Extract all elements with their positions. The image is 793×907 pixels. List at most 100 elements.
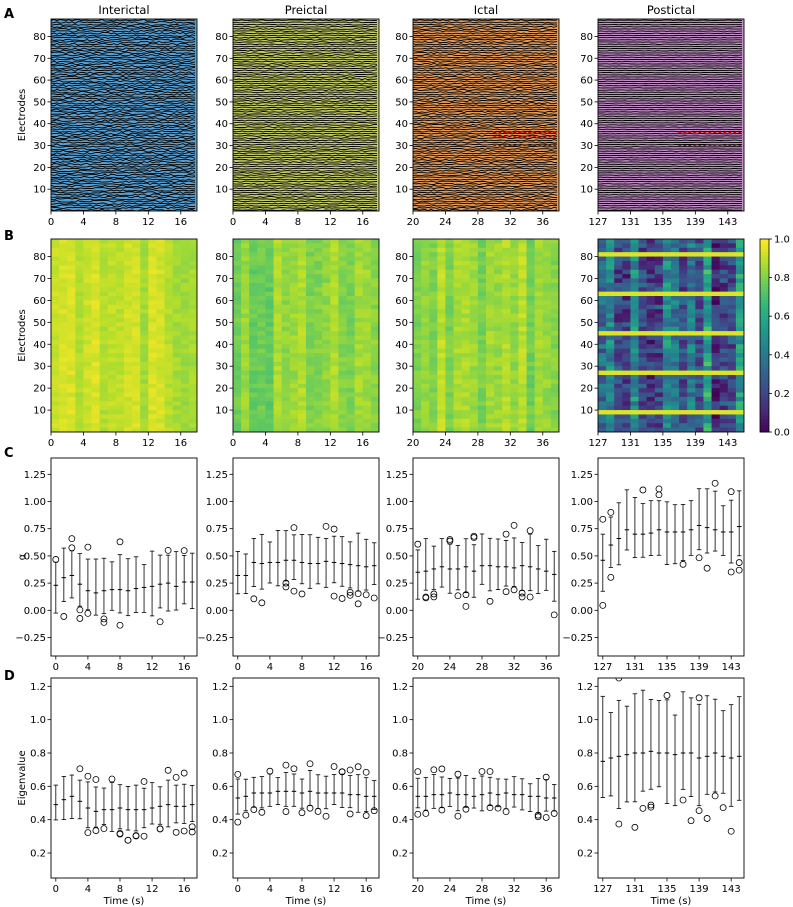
heat-cell — [630, 379, 639, 385]
heat-cell — [59, 247, 68, 253]
heat-cell — [654, 313, 664, 319]
box-outlier — [282, 583, 290, 591]
heat-cell — [429, 247, 438, 253]
heat-cell — [362, 396, 372, 402]
box-15 — [534, 778, 542, 821]
heat-cell — [437, 265, 446, 271]
heat-cell — [314, 423, 323, 429]
heat-cell — [711, 296, 721, 301]
heat-cell — [59, 287, 68, 293]
heat-cell — [614, 287, 623, 293]
heat-cell — [727, 339, 737, 345]
heat-cell — [370, 247, 379, 253]
heat-cell — [265, 243, 274, 249]
heat-cell — [124, 374, 133, 380]
heat-cell — [469, 410, 479, 415]
trace-64 — [413, 71, 558, 74]
y-tick-label: 0.75 — [386, 524, 408, 535]
heat-cell — [510, 370, 519, 376]
heat-cell — [719, 361, 729, 367]
heat-cell — [156, 414, 165, 420]
heat-cell — [534, 247, 544, 253]
box-outlier — [116, 829, 124, 837]
trace-33 — [413, 139, 558, 142]
heat-cell — [188, 401, 197, 407]
y-tick-label: 60 — [395, 76, 408, 87]
heat-cell — [107, 418, 117, 424]
box-outlier — [116, 538, 124, 546]
heat-cell — [727, 322, 737, 328]
heat-cell — [322, 344, 331, 350]
heat-cell — [598, 300, 607, 306]
heat-cell — [289, 414, 299, 420]
heat-cell — [289, 344, 299, 350]
heat-cell — [188, 353, 197, 358]
heat-cell — [526, 300, 536, 306]
heat-cell — [679, 326, 688, 332]
heat-cell — [461, 344, 471, 350]
heat-cell — [654, 379, 664, 385]
heat-cell — [188, 252, 197, 257]
heat-cell — [59, 388, 68, 393]
box-3 — [438, 765, 446, 814]
y-tick-label: 50 — [395, 97, 408, 108]
y-tick-label: 80 — [215, 252, 228, 263]
heat-cell — [542, 309, 552, 314]
heat-cell — [51, 296, 60, 301]
heat-cell — [638, 370, 648, 376]
heat-cell — [233, 296, 242, 301]
heat-cell — [322, 348, 331, 354]
heat-cell — [75, 296, 84, 301]
panel-a-2-title: Preictal — [285, 3, 328, 17]
heat-cell — [598, 357, 607, 363]
heat-cell — [598, 296, 607, 301]
heat-cell — [281, 326, 291, 332]
heat-cell — [241, 317, 250, 323]
heat-cell — [338, 274, 347, 279]
heat-cell — [510, 239, 519, 244]
heat-cell — [59, 392, 68, 398]
y-tick-label: 1.0 — [212, 715, 228, 726]
trace-40 — [233, 124, 377, 126]
heat-cell — [421, 348, 430, 354]
heat-cell — [132, 353, 141, 358]
heat-cell — [140, 361, 149, 367]
heat-cell — [338, 357, 347, 363]
heat-cell — [510, 357, 519, 363]
heat-cell — [132, 278, 141, 284]
heat-cell — [486, 357, 495, 363]
heat-cell — [461, 414, 471, 420]
heat-cell — [703, 335, 712, 341]
heat-cell — [140, 269, 149, 275]
heat-cell — [687, 414, 696, 420]
heat-cell — [638, 239, 648, 244]
box-outlier — [298, 809, 306, 817]
y-tick-label: 0.00 — [24, 606, 46, 617]
heat-cell — [140, 366, 149, 371]
box-outlier — [454, 812, 462, 820]
box-9 — [306, 760, 314, 812]
heat-cell — [273, 260, 283, 266]
trace-48 — [233, 106, 378, 109]
heat-cell — [437, 427, 446, 432]
heat-cell — [289, 322, 299, 328]
heat-cell — [188, 335, 197, 341]
heat-cell — [703, 274, 712, 279]
heat-cell — [421, 239, 430, 244]
heat-cell — [338, 304, 347, 310]
heat-cell — [646, 304, 656, 310]
heat-cell — [314, 313, 323, 319]
heat-cell — [453, 357, 463, 363]
heat-cell — [370, 370, 379, 376]
heat-cell — [132, 401, 141, 407]
heat-cell — [330, 410, 339, 415]
heat-cell — [477, 392, 487, 398]
heat-cell — [75, 388, 84, 393]
heat-cell — [719, 256, 729, 262]
heat-cell — [695, 427, 704, 432]
heat-cell — [502, 401, 511, 407]
heat-cell — [510, 392, 519, 398]
heat-cell — [180, 269, 190, 275]
heat-cell — [469, 278, 479, 284]
trace-54 — [413, 93, 557, 96]
